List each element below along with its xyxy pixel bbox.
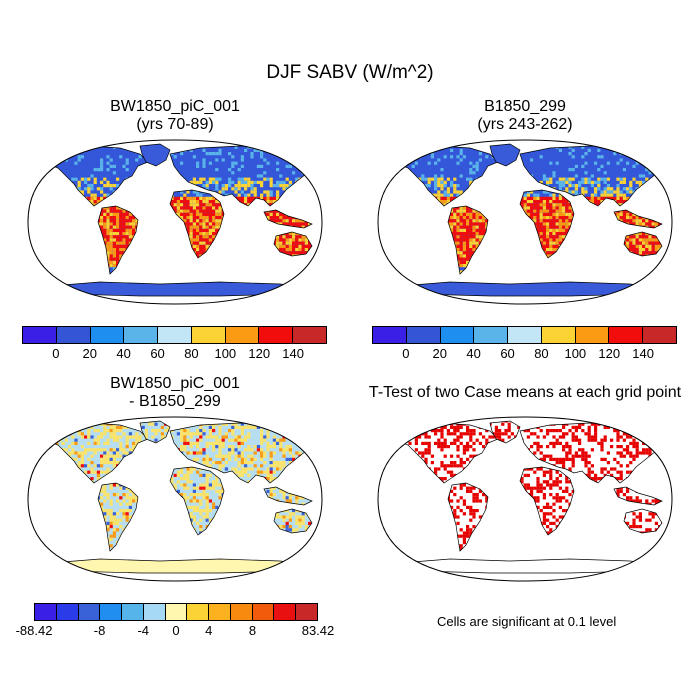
colorbar-tick-label: 0 — [402, 346, 409, 361]
colorbar-swatch — [576, 327, 610, 343]
colorbar-tick-label: 60 — [150, 346, 164, 361]
map-bottom-left — [20, 413, 330, 585]
colorbar-swatch — [23, 327, 57, 343]
colorbar-swatch — [643, 327, 676, 343]
colorbar-swatch — [35, 604, 57, 620]
colorbar-tick-label: 120 — [248, 346, 270, 361]
colorbar-tick-label: 140 — [632, 346, 654, 361]
colorbar-tick-label: 20 — [83, 346, 97, 361]
colorbar-swatch — [231, 604, 253, 620]
significance-note: Cells are significant at 0.1 level — [437, 614, 616, 629]
colorbar-swatch — [441, 327, 475, 343]
colorbar-top-right — [372, 326, 677, 344]
colorbar-swatch — [166, 604, 188, 620]
map-bottom-right — [370, 413, 680, 585]
colorbar-top-left — [22, 326, 327, 344]
colorbar-swatch — [57, 604, 79, 620]
colorbar-ticks-bottom-left: -88.42 -8 -4 0 4 8 83.42 — [34, 623, 318, 639]
map-top-left — [20, 136, 330, 308]
colorbar-swatch — [124, 327, 158, 343]
colorbar-tick-label: 40 — [116, 346, 130, 361]
panel-title-line2: - B1850_299 — [65, 393, 285, 411]
colorbar-swatch — [274, 604, 296, 620]
colorbar-tick-label: -4 — [137, 623, 149, 638]
panel-title-top-right: B1850_299 (yrs 243-262) — [415, 98, 635, 134]
panel-title-bottom-right: T-Test of two Case means at each grid po… — [350, 384, 700, 402]
panel-title-line1: B1850_299 — [415, 98, 635, 116]
colorbar-swatch — [144, 604, 166, 620]
panel-title-bottom-left: BW1850_piC_001 - B1850_299 — [65, 375, 285, 411]
colorbar-ticks-top-right: 0 20 40 60 80 100 120 140 — [372, 346, 677, 362]
panel-title-line1: BW1850_piC_001 — [65, 375, 285, 393]
colorbar-swatch — [293, 327, 326, 343]
map-top-right — [370, 136, 680, 308]
colorbar-swatch — [474, 327, 508, 343]
colorbar-tick-label: 140 — [282, 346, 304, 361]
colorbar-swatch — [226, 327, 260, 343]
colorbar-swatch — [407, 327, 441, 343]
colorbar-tick-label: 80 — [184, 346, 198, 361]
colorbar-swatch — [57, 327, 91, 343]
colorbar-bottom-left — [34, 603, 318, 621]
colorbar-tick-label: 8 — [249, 623, 256, 638]
colorbar-tick-label: 0 — [172, 623, 179, 638]
panel-title-line1: T-Test of two Case means at each grid po… — [350, 384, 700, 402]
colorbar-swatch — [79, 604, 101, 620]
colorbar-swatch — [296, 604, 317, 620]
colorbar-tick-label: 40 — [466, 346, 480, 361]
colorbar-swatch — [91, 327, 125, 343]
panel-title-line2: (yrs 243-262) — [415, 116, 635, 134]
colorbar-tick-label: -8 — [94, 623, 106, 638]
colorbar-swatch — [373, 327, 407, 343]
colorbar-tick-label: 0 — [52, 346, 59, 361]
colorbar-swatch — [192, 327, 226, 343]
colorbar-ticks-top-left: 0 20 40 60 80 100 120 140 — [22, 346, 327, 362]
colorbar-swatch — [259, 327, 293, 343]
colorbar-tick-label: 20 — [433, 346, 447, 361]
panel-title-line2: (yrs 70-89) — [65, 116, 285, 134]
colorbar-swatch — [209, 604, 231, 620]
colorbar-tick-label: 4 — [205, 623, 212, 638]
colorbar-swatch — [508, 327, 542, 343]
panel-title-line1: BW1850_piC_001 — [65, 98, 285, 116]
colorbar-tick-label: 120 — [598, 346, 620, 361]
colorbar-swatch — [100, 604, 122, 620]
colorbar-swatch — [542, 327, 576, 343]
colorbar-tick-label: 80 — [534, 346, 548, 361]
colorbar-swatch — [609, 327, 643, 343]
colorbar-swatch — [122, 604, 144, 620]
colorbar-swatch — [158, 327, 192, 343]
colorbar-swatch — [187, 604, 209, 620]
colorbar-tick-label: -88.42 — [16, 623, 53, 638]
colorbar-tick-label: 83.42 — [302, 623, 335, 638]
colorbar-tick-label: 60 — [500, 346, 514, 361]
colorbar-tick-label: 100 — [564, 346, 586, 361]
colorbar-tick-label: 100 — [214, 346, 236, 361]
panel-title-top-left: BW1850_piC_001 (yrs 70-89) — [65, 98, 285, 134]
page-title: DJF SABV (W/m^2) — [0, 62, 700, 84]
colorbar-swatch — [253, 604, 275, 620]
